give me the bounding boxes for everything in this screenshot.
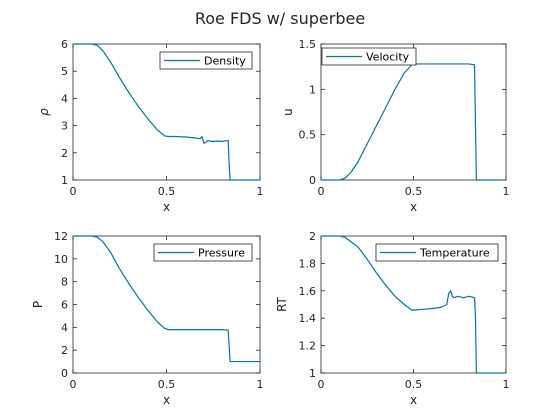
y-tick-label: 8: [61, 276, 68, 289]
x-tick-label: 0.5: [405, 185, 423, 198]
y-tick-label: 1.4: [299, 312, 317, 325]
y-tick-label: 6: [61, 299, 68, 312]
subplot-4: 0 0.5 1 1 1.2 1.4 1.6 1.8 2 x RT Temperature: [275, 230, 510, 407]
y-tick-label: 2: [61, 147, 68, 160]
legend-label: Temperature: [419, 247, 490, 260]
legend-label: Velocity: [366, 51, 410, 64]
x-axis-label: x: [163, 393, 170, 407]
y-axis-label: u: [281, 108, 295, 116]
y-tick-label: 4: [61, 92, 68, 105]
legend: Temperature: [375, 243, 499, 262]
series-line-temperature: [321, 235, 506, 374]
legend: Density: [159, 51, 253, 70]
y-tick-label: 1.6: [299, 285, 317, 298]
x-tick-label: 0: [318, 185, 325, 198]
legend-box: [153, 243, 253, 262]
y-tick-label: 6: [61, 38, 68, 51]
x-tick-label: 0.5: [158, 378, 176, 391]
series-line-velocity: [321, 63, 506, 181]
x-axis-label: x: [163, 200, 170, 214]
y-tick-label: 0: [309, 174, 316, 187]
y-tick-label: 1.8: [299, 257, 317, 270]
subplot-1: 0 0.5 1 1 2 3 4 5 6 x ρ Density: [37, 38, 264, 214]
x-tick-label: 0.5: [158, 185, 176, 198]
y-tick-label: 1: [309, 83, 316, 96]
figure-title: Roe FDS w/ superbee: [195, 9, 365, 28]
x-tick-label: 0.5: [405, 378, 423, 391]
y-tick-label: 1.2: [299, 340, 317, 353]
y-axis-label: RT: [275, 296, 289, 311]
series-line-pressure: [73, 235, 260, 363]
legend-label: Density: [204, 55, 246, 68]
y-tick-label: 2: [309, 230, 316, 243]
legend: Pressure: [153, 243, 253, 262]
y-tick-label: 2: [61, 344, 68, 357]
x-tick-label: 0: [70, 185, 77, 198]
y-tick-label: 5: [61, 65, 68, 78]
legend-box: [375, 243, 499, 262]
y-axis-label: P: [31, 301, 45, 308]
y-tick-label: 3: [61, 120, 68, 133]
y-tick-label: 0: [61, 367, 68, 380]
x-axis-label: x: [410, 393, 417, 407]
legend-box: [159, 51, 253, 70]
y-tick-label: 1: [61, 174, 68, 187]
x-tick-label: 1: [503, 378, 510, 391]
legend: Velocity: [321, 47, 417, 66]
x-tick-label: 1: [503, 185, 510, 198]
legend-box: [321, 47, 417, 66]
y-axis-label: ρ: [37, 108, 51, 116]
subplot-2: 0 0.5 1 0 0.5 1 1.5 x u Velocity: [281, 38, 510, 214]
series-line-density: [73, 43, 260, 181]
x-tick-label: 1: [257, 185, 264, 198]
y-tick-label: 10: [54, 253, 68, 266]
y-tick-label: 0.5: [299, 129, 317, 142]
legend-label: Pressure: [198, 247, 245, 260]
x-tick-label: 0: [318, 378, 325, 391]
y-tick-label: 4: [61, 321, 68, 334]
x-tick-label: 1: [257, 378, 264, 391]
x-tick-label: 0: [70, 378, 77, 391]
y-tick-label: 12: [54, 230, 68, 243]
x-axis-label: x: [410, 200, 417, 214]
y-tick-label: 1: [309, 367, 316, 380]
y-tick-label: 1.5: [299, 38, 317, 51]
